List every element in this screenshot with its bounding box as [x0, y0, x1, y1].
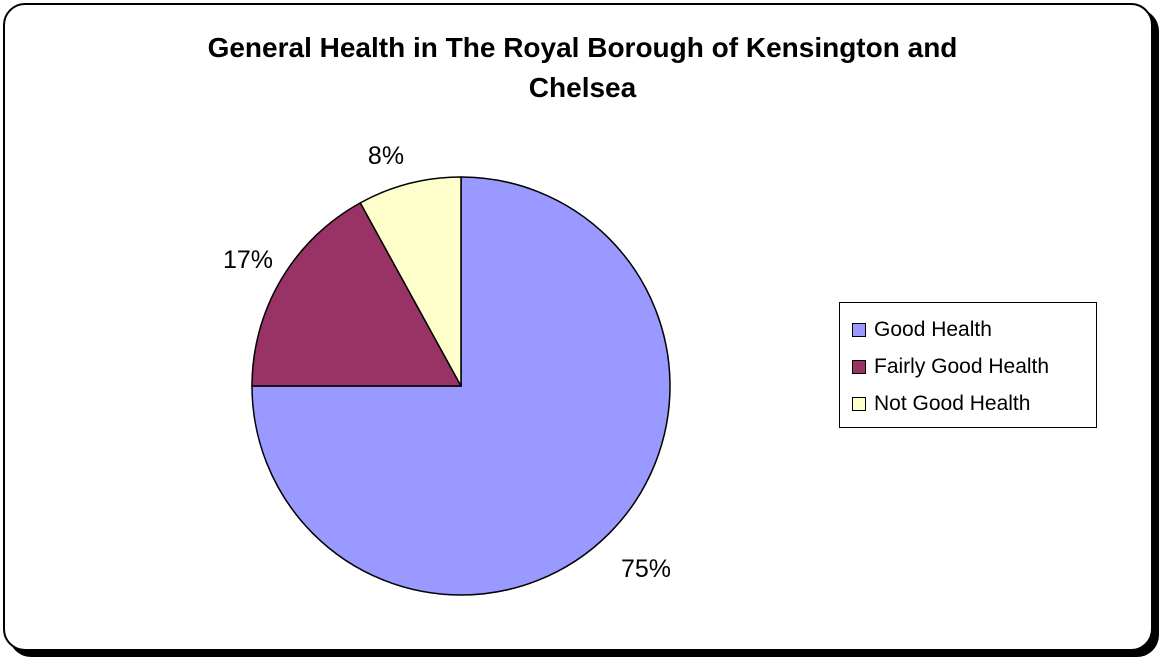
legend-label: Fairly Good Health: [874, 355, 1049, 379]
legend-item: Not Good Health: [852, 385, 1096, 422]
legend-label: Not Good Health: [874, 392, 1030, 416]
data-label-fairly-good-health: 17%: [223, 246, 273, 274]
data-label-good-health: 75%: [621, 555, 671, 583]
data-label-not-good-health: 8%: [368, 142, 404, 170]
legend-label: Good Health: [874, 318, 992, 342]
legend-item: Fairly Good Health: [852, 348, 1096, 385]
legend-swatch: [852, 397, 866, 411]
chart-legend: Good Health Fairly Good Health Not Good He…: [839, 302, 1097, 428]
legend-swatch: [852, 323, 866, 337]
legend-swatch: [852, 360, 866, 374]
legend-item: Good Health: [852, 311, 1096, 348]
